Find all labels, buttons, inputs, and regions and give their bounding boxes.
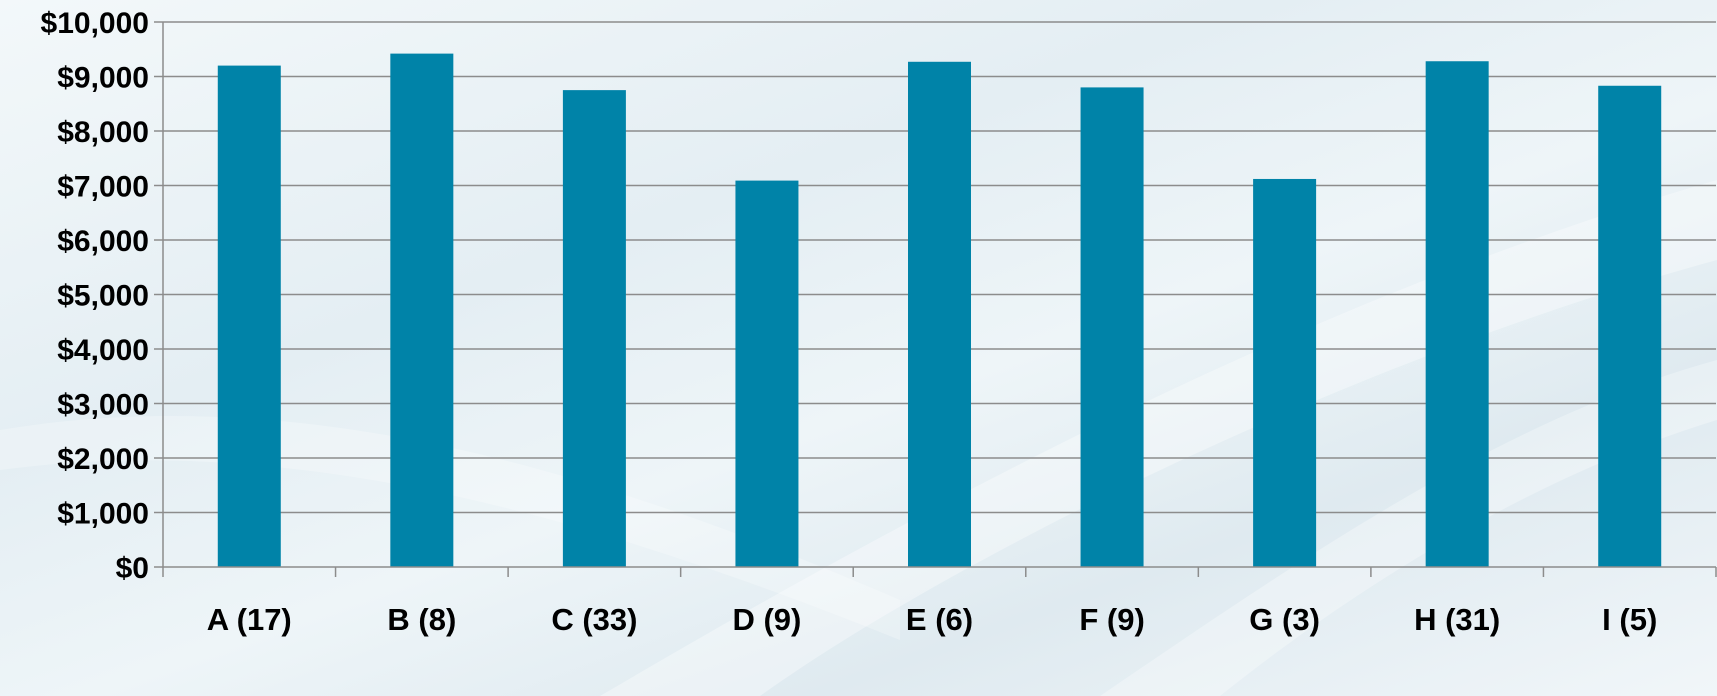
- x-category-labels: A (17) B (8) C (33) D (9) E (6) F (9) G (3) H (…: [207, 602, 1657, 637]
- y-tick-label: $10,000: [41, 7, 149, 40]
- bar-a: [217, 65, 281, 567]
- bars: [217, 53, 1662, 568]
- bar-c: [562, 90, 626, 567]
- bar-h: [1425, 61, 1489, 568]
- x-category-label: E (6): [906, 602, 973, 637]
- x-category-label: H (31): [1414, 602, 1500, 637]
- y-tick-label: $6,000: [57, 225, 149, 258]
- y-tick-label: $1,000: [57, 498, 149, 531]
- x-category-label: G (3): [1249, 602, 1320, 637]
- y-tick-label: $4,000: [57, 334, 149, 367]
- bar-b: [390, 53, 454, 568]
- x-category-label: B (8): [387, 602, 456, 637]
- x-category-label: D (9): [732, 602, 801, 637]
- y-tick-label: $7,000: [57, 171, 149, 204]
- y-tick-label: $9,000: [57, 62, 149, 95]
- x-category-label: F (9): [1079, 602, 1144, 637]
- bar-f: [1080, 87, 1144, 568]
- y-tick-label: $0: [116, 552, 149, 585]
- y-tick-label: $5,000: [57, 280, 149, 313]
- x-category-label: A (17): [207, 602, 292, 637]
- bar-i: [1598, 85, 1662, 567]
- axes: [154, 21, 1717, 577]
- y-tick-labels: $0 $1,000 $2,000 $3,000 $4,000 $5,000 $6,000 $7…: [41, 7, 149, 585]
- bar-g: [1253, 178, 1317, 567]
- x-category-label: C (33): [551, 602, 637, 637]
- y-tick-label: $8,000: [57, 116, 149, 149]
- bar-d: [735, 180, 799, 567]
- y-tick-label: $3,000: [57, 389, 149, 422]
- bar-e: [908, 61, 971, 567]
- y-tick-label: $2,000: [57, 443, 149, 476]
- x-category-label: I (5): [1602, 602, 1657, 637]
